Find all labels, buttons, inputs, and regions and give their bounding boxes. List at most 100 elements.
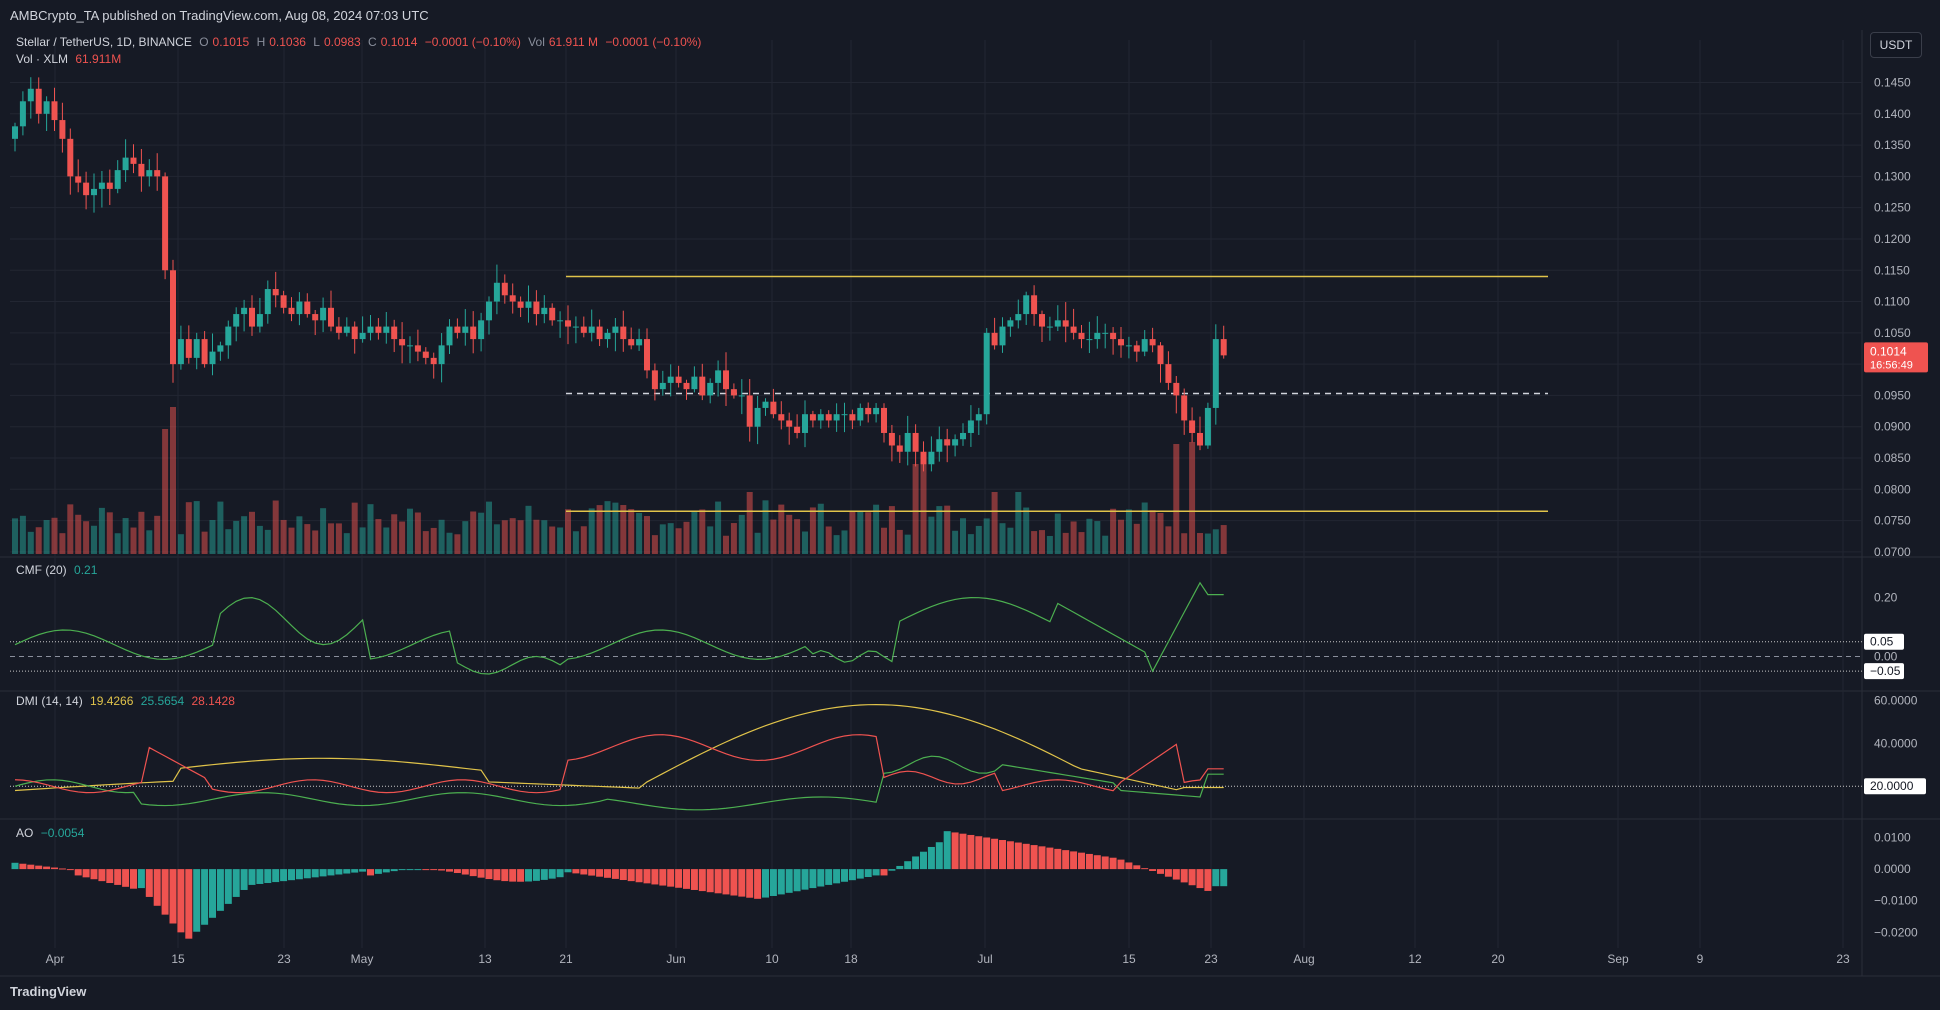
- candle-body: [975, 414, 982, 421]
- minus-di-line: [14, 734, 1224, 794]
- dmi-level-badge: [1864, 778, 1926, 795]
- volume-bar: [375, 519, 382, 554]
- volume-bar: [383, 527, 390, 554]
- ao-bar: [872, 869, 880, 876]
- volume-bar: [952, 530, 959, 554]
- ao-bar: [137, 869, 145, 889]
- candle-body: [1118, 339, 1124, 346]
- volume-bar: [1181, 533, 1188, 554]
- x-tick-label: 23: [1204, 952, 1218, 966]
- ao-bar: [501, 869, 509, 882]
- ao-bar: [453, 869, 461, 874]
- ao-bar: [90, 869, 98, 880]
- ao-bar: [382, 869, 390, 873]
- ao-bar: [161, 869, 169, 915]
- y-tick-label: 60.0000: [1874, 693, 1918, 707]
- y-tick-label: 0.1150: [1874, 263, 1910, 277]
- candle-body: [122, 157, 129, 171]
- candle-body: [904, 432, 911, 452]
- x-tick-label: 12: [1408, 952, 1422, 966]
- candle-body: [770, 401, 777, 415]
- ao-bar: [288, 869, 295, 881]
- volume-bar: [580, 526, 587, 554]
- x-tick-label: 10: [765, 952, 779, 966]
- candle-body: [114, 170, 121, 189]
- volume-bar: [391, 514, 398, 554]
- candle-body: [1039, 314, 1045, 327]
- candle-body: [967, 420, 974, 433]
- ao-bar: [82, 869, 90, 878]
- candle-body: [1173, 382, 1180, 396]
- candle-body: [888, 432, 895, 446]
- candle-body: [501, 282, 508, 296]
- x-tick-label: 20: [1491, 952, 1505, 966]
- candle-body: [1015, 314, 1022, 321]
- tradingview-logo: TradingView: [10, 984, 87, 999]
- candle-body: [667, 376, 674, 383]
- ao-bar: [927, 846, 935, 870]
- volume-bar: [67, 504, 74, 554]
- candle-body: [1125, 345, 1132, 347]
- candle-body: [549, 307, 556, 321]
- y-tick-label: 0.1350: [1874, 138, 1911, 152]
- candle-body: [1023, 295, 1030, 315]
- candle-body: [399, 339, 406, 346]
- candle-body: [1031, 295, 1038, 315]
- ao-bar: [438, 869, 446, 871]
- volume-legend: Vol · XLM 61.911M: [16, 52, 122, 66]
- currency-button[interactable]: USDT: [1870, 32, 1922, 58]
- volume-bar: [1054, 513, 1061, 554]
- ao-bar: [983, 837, 991, 870]
- volume-bar: [565, 509, 571, 554]
- candle-body: [407, 345, 413, 347]
- x-tick-label: 23: [1836, 952, 1850, 966]
- candle-body: [296, 301, 303, 315]
- ao-bar: [817, 869, 825, 887]
- volume-bar: [98, 507, 105, 554]
- candle-body: [75, 176, 82, 183]
- candle-body: [675, 376, 682, 383]
- volume-bar: [841, 530, 848, 554]
- candle-body: [383, 326, 390, 333]
- volume-bar: [1173, 444, 1180, 554]
- candle-body: [391, 326, 398, 340]
- ao-bar: [430, 869, 438, 871]
- ao-bar: [280, 869, 288, 882]
- volume-bar: [470, 511, 477, 554]
- volume-bar: [367, 504, 374, 554]
- candle-body: [19, 101, 26, 127]
- volume-bar: [91, 525, 97, 554]
- candle-body: [1094, 332, 1101, 340]
- candle-body: [683, 382, 690, 390]
- ao-bar: [856, 869, 864, 879]
- ao-bar: [1006, 841, 1014, 870]
- volume-bar: [517, 520, 524, 554]
- candle-body: [912, 432, 919, 452]
- cmf-line: [14, 581, 1224, 675]
- candle-body: [588, 326, 595, 333]
- volume-bar: [312, 530, 319, 554]
- candle-body: [1197, 432, 1203, 446]
- volume-bar: [809, 507, 816, 554]
- volume-bar: [865, 512, 872, 554]
- y-tick-label: −0.0100: [1874, 894, 1918, 908]
- ao-bar: [690, 869, 698, 890]
- candle-body: [841, 414, 848, 416]
- volume-bar: [888, 506, 895, 554]
- candle-body: [691, 376, 698, 390]
- candle-body: [928, 451, 935, 465]
- candle-body: [98, 182, 105, 189]
- volume-bar: [83, 521, 90, 554]
- volume-bar: [1133, 523, 1140, 554]
- ao-bar: [185, 869, 193, 939]
- y-tick-label: 0.1050: [1874, 326, 1911, 340]
- volume-bar: [1094, 521, 1101, 554]
- ao-legend: AO −0.0054: [16, 826, 85, 840]
- candle-body: [209, 351, 216, 365]
- candle-body: [1046, 326, 1053, 328]
- ao-bar: [683, 869, 690, 889]
- x-tick-label: Sep: [1607, 952, 1629, 966]
- volume-bar: [359, 527, 366, 554]
- symbol-legend: Stellar / TetherUS, 1D, BINANCE O 0.1015 …: [16, 35, 702, 49]
